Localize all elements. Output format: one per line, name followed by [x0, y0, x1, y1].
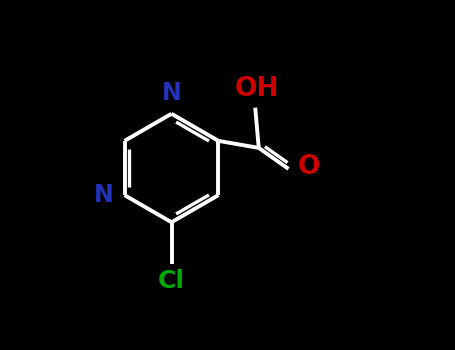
Text: Cl: Cl	[158, 270, 185, 294]
Text: N: N	[94, 183, 114, 207]
Text: OH: OH	[235, 76, 279, 102]
Text: N: N	[162, 81, 182, 105]
Text: O: O	[297, 154, 320, 180]
